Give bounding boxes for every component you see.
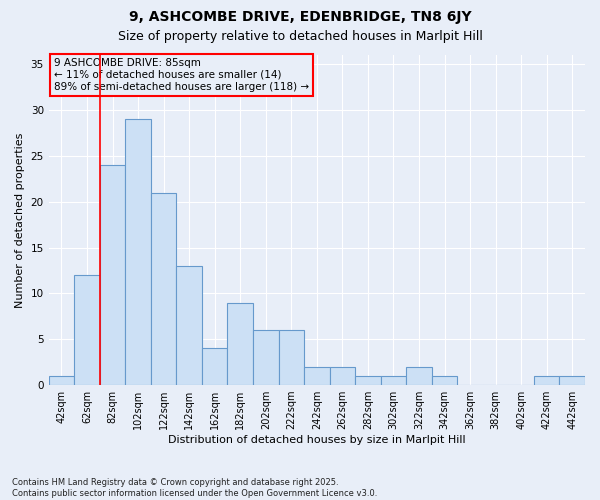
Bar xyxy=(202,348,227,385)
Bar xyxy=(227,302,253,385)
Bar xyxy=(534,376,559,385)
Text: Size of property relative to detached houses in Marlpit Hill: Size of property relative to detached ho… xyxy=(118,30,482,43)
Bar xyxy=(559,376,585,385)
Bar xyxy=(125,119,151,385)
Bar xyxy=(49,376,74,385)
Bar xyxy=(406,366,432,385)
Text: 9, ASHCOMBE DRIVE, EDENBRIDGE, TN8 6JY: 9, ASHCOMBE DRIVE, EDENBRIDGE, TN8 6JY xyxy=(128,10,472,24)
Bar xyxy=(278,330,304,385)
Bar xyxy=(329,366,355,385)
Bar xyxy=(432,376,457,385)
Text: 9 ASHCOMBE DRIVE: 85sqm
← 11% of detached houses are smaller (14)
89% of semi-de: 9 ASHCOMBE DRIVE: 85sqm ← 11% of detache… xyxy=(54,58,309,92)
X-axis label: Distribution of detached houses by size in Marlpit Hill: Distribution of detached houses by size … xyxy=(168,435,466,445)
Bar xyxy=(74,275,100,385)
Bar xyxy=(355,376,380,385)
Bar xyxy=(100,165,125,385)
Bar xyxy=(380,376,406,385)
Y-axis label: Number of detached properties: Number of detached properties xyxy=(15,132,25,308)
Bar xyxy=(151,192,176,385)
Bar xyxy=(304,366,329,385)
Text: Contains HM Land Registry data © Crown copyright and database right 2025.
Contai: Contains HM Land Registry data © Crown c… xyxy=(12,478,377,498)
Bar xyxy=(253,330,278,385)
Bar xyxy=(176,266,202,385)
